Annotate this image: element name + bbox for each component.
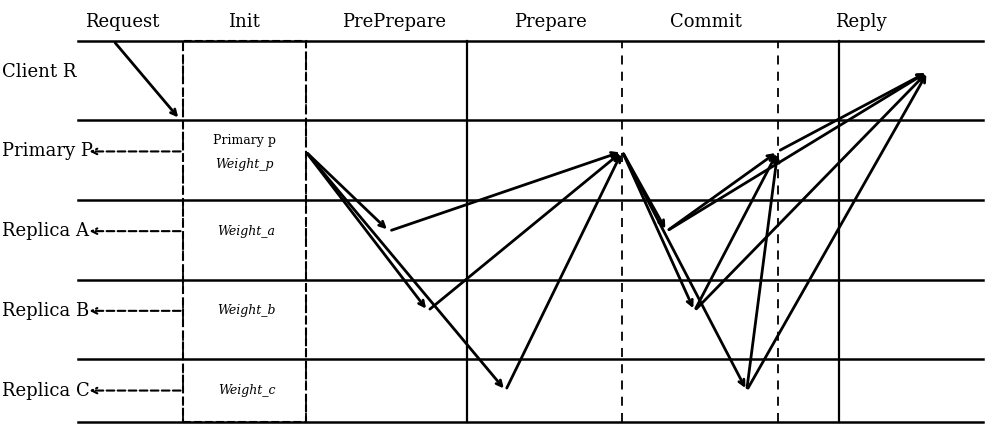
Text: Prepare: Prepare <box>514 13 586 31</box>
Text: Replica C: Replica C <box>2 381 90 400</box>
Text: Client R: Client R <box>2 63 77 81</box>
Text: PrePrepare: PrePrepare <box>342 13 446 31</box>
Text: Weight_a: Weight_a <box>218 225 276 238</box>
Text: Primary P: Primary P <box>2 143 93 160</box>
Text: Weight_p: Weight_p <box>215 158 274 171</box>
Bar <box>183 41 306 422</box>
Text: Weight_b: Weight_b <box>217 305 276 318</box>
Text: Weight_c: Weight_c <box>218 384 275 397</box>
Text: Reply: Reply <box>835 13 887 31</box>
Text: Commit: Commit <box>670 13 741 31</box>
Text: Replica A: Replica A <box>2 222 89 240</box>
Text: Request: Request <box>85 13 159 31</box>
Text: Primary p: Primary p <box>213 134 276 147</box>
Text: Init: Init <box>229 13 260 31</box>
Text: Replica B: Replica B <box>2 302 89 320</box>
